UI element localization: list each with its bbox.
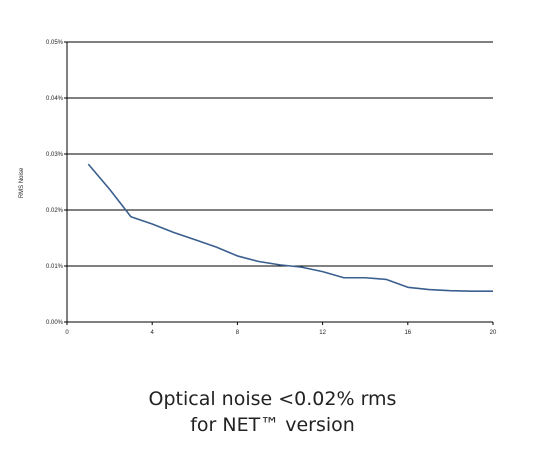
series-layer bbox=[87, 163, 494, 293]
x-tick-label-3: 12 bbox=[319, 330, 326, 336]
y-tick-label-3: 0.03% bbox=[46, 152, 64, 158]
x-tick-label-2: 8 bbox=[236, 330, 240, 336]
y-tick-label-5: 0.05% bbox=[46, 40, 64, 46]
x-tick-label-0: 0 bbox=[65, 330, 69, 336]
x-tick-label-5: 20 bbox=[490, 330, 497, 336]
series-line-0 bbox=[87, 163, 493, 293]
y-tick-label-1: 0.01% bbox=[46, 264, 64, 270]
caption-line-2: for NET™ version bbox=[190, 414, 355, 436]
tick-labels: 0.00% 0.01% 0.02% 0.03% 0.04% 0.05% 0 4 8 12 16 20 bbox=[46, 40, 497, 336]
y-axis-title: RMS Noise bbox=[19, 167, 25, 198]
x-tick-label-4: 16 bbox=[404, 330, 411, 336]
y-tick-label-2: 0.02% bbox=[46, 208, 64, 214]
x-tick-label-1: 4 bbox=[151, 330, 155, 336]
gridlines bbox=[67, 41, 493, 267]
axes bbox=[64, 41, 494, 325]
y-tick-label-4: 0.04% bbox=[46, 96, 64, 102]
caption-line-1: Optical noise <0.02% rms bbox=[148, 388, 397, 410]
y-tick-label-0: 0.00% bbox=[46, 320, 64, 326]
